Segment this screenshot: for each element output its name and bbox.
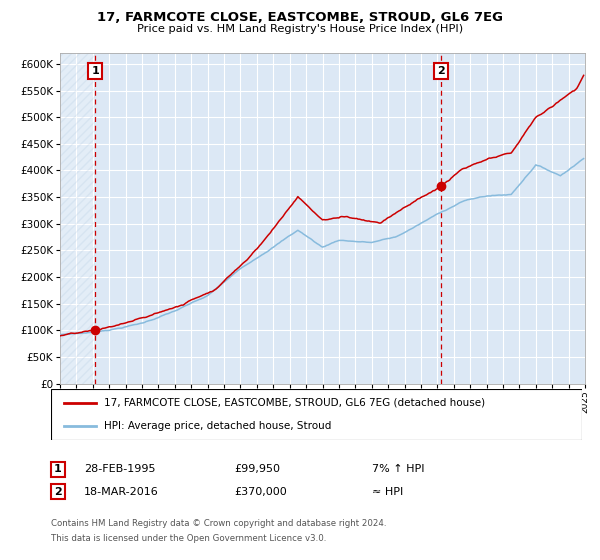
- Text: 17, FARMCOTE CLOSE, EASTCOMBE, STROUD, GL6 7EG: 17, FARMCOTE CLOSE, EASTCOMBE, STROUD, G…: [97, 11, 503, 24]
- Text: £370,000: £370,000: [234, 487, 287, 497]
- Text: 17, FARMCOTE CLOSE, EASTCOMBE, STROUD, GL6 7EG (detached house): 17, FARMCOTE CLOSE, EASTCOMBE, STROUD, G…: [104, 398, 485, 408]
- Text: 2: 2: [54, 487, 62, 497]
- Text: 28-FEB-1995: 28-FEB-1995: [84, 464, 155, 474]
- Text: HPI: Average price, detached house, Stroud: HPI: Average price, detached house, Stro…: [104, 421, 331, 431]
- Text: Contains HM Land Registry data © Crown copyright and database right 2024.: Contains HM Land Registry data © Crown c…: [51, 519, 386, 528]
- Text: ≈ HPI: ≈ HPI: [372, 487, 403, 497]
- Text: £99,950: £99,950: [234, 464, 280, 474]
- Text: 2: 2: [437, 67, 445, 76]
- Text: 18-MAR-2016: 18-MAR-2016: [84, 487, 159, 497]
- Text: 1: 1: [91, 67, 99, 76]
- Text: 1: 1: [54, 464, 62, 474]
- Text: Price paid vs. HM Land Registry's House Price Index (HPI): Price paid vs. HM Land Registry's House …: [137, 24, 463, 34]
- Text: This data is licensed under the Open Government Licence v3.0.: This data is licensed under the Open Gov…: [51, 534, 326, 543]
- Text: 7% ↑ HPI: 7% ↑ HPI: [372, 464, 425, 474]
